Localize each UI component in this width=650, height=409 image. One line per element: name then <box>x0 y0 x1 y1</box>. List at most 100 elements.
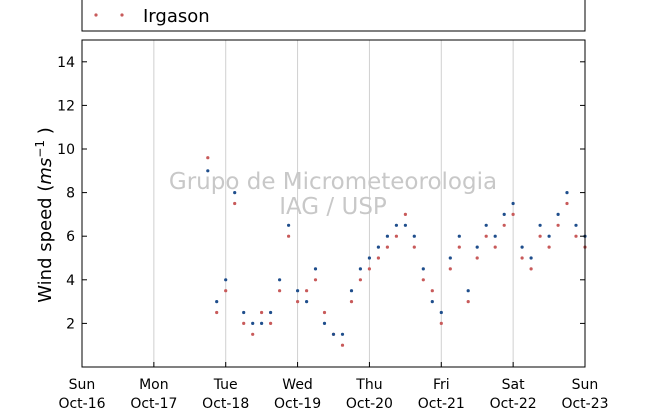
data-point <box>475 245 479 249</box>
x-tick-label-date: Oct-22 <box>490 396 537 409</box>
data-point <box>206 156 210 160</box>
data-point <box>574 234 578 238</box>
y-axis-label-unit-exp: −1 <box>33 140 47 158</box>
y-axis-label-text: Wind speed <box>35 197 56 302</box>
data-point <box>251 321 255 325</box>
data-point <box>251 332 255 336</box>
legend: Irgason <box>81 0 586 32</box>
x-tick-label-day: Sat <box>502 377 525 393</box>
x-tick-label-day: Wed <box>282 377 313 393</box>
data-point <box>367 256 371 260</box>
data-point <box>340 332 345 336</box>
data-point <box>322 310 327 315</box>
data-point <box>421 278 425 282</box>
x-tick-label-day: Tue <box>213 377 238 393</box>
data-point <box>421 267 425 271</box>
data-point <box>403 223 407 227</box>
x-tick-label-date: Oct-19 <box>274 396 321 409</box>
data-point <box>313 278 318 282</box>
data-point <box>349 289 354 293</box>
y-tick-label: 12 <box>57 98 75 114</box>
data-point <box>394 223 398 227</box>
data-point <box>260 310 264 315</box>
data-point <box>385 234 389 238</box>
data-point <box>296 289 300 293</box>
data-point <box>278 289 282 293</box>
data-point <box>520 245 524 249</box>
legend-marker <box>94 13 98 17</box>
x-tick-label-date: Oct-18 <box>202 396 249 409</box>
x-tick-label-date: Oct-21 <box>418 396 465 409</box>
data-point <box>242 310 246 315</box>
data-point <box>412 234 416 238</box>
watermark-line-1: Grupo de Micrometeorologia <box>169 169 497 195</box>
x-tick-label-day: Mon <box>139 377 169 393</box>
data-point <box>439 310 443 315</box>
data-point <box>448 267 452 271</box>
data-point <box>215 300 219 304</box>
x-tick-label-date: Oct-17 <box>130 396 177 409</box>
data-point <box>215 310 219 315</box>
data-point <box>313 267 318 271</box>
data-point <box>242 321 246 325</box>
data-point <box>502 212 506 216</box>
data-point <box>296 300 300 304</box>
data-point <box>394 234 398 238</box>
plot-area-frame <box>81 39 586 368</box>
data-point <box>224 278 228 282</box>
data-point <box>574 223 578 227</box>
data-points <box>206 156 587 347</box>
data-point <box>493 234 497 238</box>
data-point <box>556 223 560 227</box>
y-axis-label-unit: ms <box>35 158 56 185</box>
data-point <box>305 289 309 293</box>
data-point <box>260 321 264 325</box>
data-point <box>224 289 228 293</box>
data-point <box>412 245 416 249</box>
data-point <box>565 201 569 206</box>
data-point <box>233 191 237 195</box>
data-point <box>538 223 542 227</box>
data-point <box>269 310 273 315</box>
x-axis: Sun Oct-16 Mon Oct-17 Tue Oct-18 Wed Oct-19 Thu O… <box>58 362 609 409</box>
data-point <box>331 332 336 336</box>
data-point <box>448 256 452 260</box>
x-tick-label-day: Fri <box>433 377 450 393</box>
data-point <box>475 256 479 260</box>
data-point <box>511 212 515 216</box>
x-tick-label-day: Sun <box>69 377 96 393</box>
y-tick-label: 10 <box>57 142 75 158</box>
y-axis: 2 4 6 8 10 12 14 <box>57 55 585 332</box>
data-point <box>547 245 551 249</box>
data-point <box>430 289 434 293</box>
data-point <box>529 267 533 271</box>
data-point <box>287 223 291 227</box>
data-point <box>457 234 461 238</box>
data-point <box>269 321 273 325</box>
data-point <box>502 223 506 227</box>
data-point <box>439 321 443 325</box>
data-point <box>349 300 354 304</box>
y-axis-label: Wind speed (ms−1 ) <box>33 127 56 302</box>
x-tick-label-date: Oct-16 <box>58 396 105 409</box>
legend-label-irgason: Irgason <box>143 6 210 27</box>
data-point <box>529 256 533 260</box>
data-point <box>287 234 291 238</box>
data-point <box>493 245 497 249</box>
data-point <box>358 278 362 282</box>
data-point <box>547 234 551 238</box>
x-tick-label-date: Oct-23 <box>561 396 608 409</box>
data-point <box>430 300 434 304</box>
data-point <box>538 234 542 238</box>
data-point <box>484 223 488 227</box>
data-point <box>358 267 362 271</box>
data-point <box>376 256 380 260</box>
data-point <box>206 169 210 173</box>
y-tick-label: 2 <box>66 316 75 332</box>
y-tick-label: 6 <box>66 229 75 245</box>
y-tick-label: 8 <box>66 186 75 202</box>
data-point <box>511 201 515 206</box>
data-point <box>322 321 327 325</box>
watermark: Grupo de Micrometeorologia IAG / USP <box>169 169 497 220</box>
